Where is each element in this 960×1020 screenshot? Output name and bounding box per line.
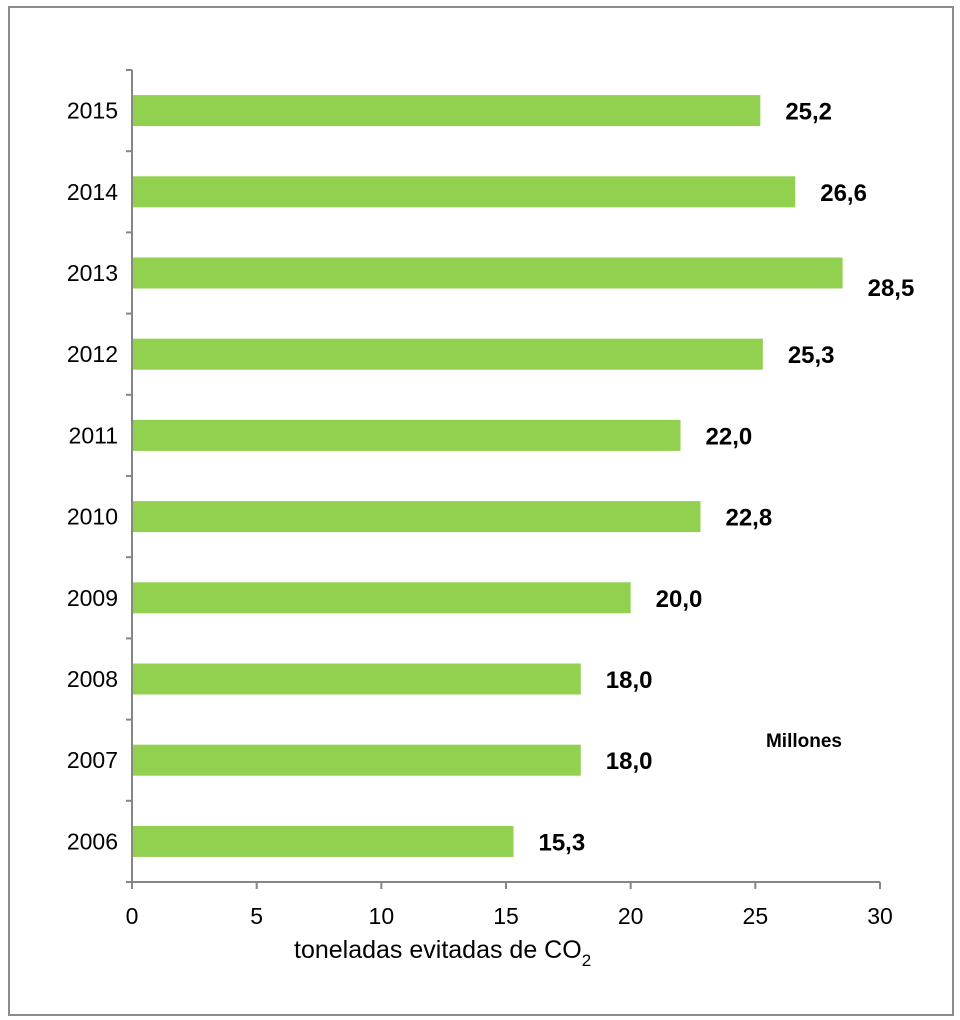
x-axis-title-main: toneladas evitadas de CO — [294, 936, 582, 964]
x-tick-label-15: 15 — [493, 903, 519, 929]
bar-chart: 25,2 26,6 28,5 25,3 22,0 22,8 20,0 18,0 18,0 15,3… — [67, 69, 914, 970]
data-label-2007: 18,0 — [606, 748, 653, 775]
data-label-2012: 25,3 — [788, 342, 835, 369]
data-label-2009: 20,0 — [656, 586, 703, 613]
y-tick-label-2014: 2014 — [67, 179, 118, 205]
x-tick-label-30: 30 — [867, 903, 893, 929]
x-tick-label-20: 20 — [618, 903, 644, 929]
data-label-2010: 22,8 — [725, 505, 772, 532]
y-tick-label-2009: 2009 — [67, 585, 118, 611]
y-tick-label-2010: 2010 — [67, 504, 118, 530]
bar-2007 — [133, 744, 581, 776]
bar-2015 — [133, 95, 761, 127]
y-tick-labels-group: 2015 2014 2013 2012 2011 2010 2009 2008 2007 2006 — [67, 98, 118, 855]
data-label-2014: 26,6 — [820, 180, 867, 207]
data-label-2008: 18,0 — [606, 667, 653, 694]
bar-2006 — [133, 825, 514, 857]
bar-2008 — [133, 663, 581, 695]
x-tick-label-5: 5 — [250, 903, 263, 929]
x-tick-label-0: 0 — [126, 903, 139, 929]
x-ticks-group — [131, 882, 881, 889]
bar-2014 — [133, 176, 796, 208]
bar-2010 — [133, 501, 701, 533]
y-tick-label-2015: 2015 — [67, 98, 118, 124]
data-label-2011: 22,0 — [706, 423, 753, 450]
chart-frame: 25,2 26,6 28,5 25,3 22,0 22,8 20,0 18,0 18,0 15,3… — [8, 6, 954, 1016]
bar-2009 — [133, 582, 631, 614]
data-label-2015: 25,2 — [785, 99, 832, 126]
y-tick-label-2006: 2006 — [67, 828, 118, 854]
data-labels-group: 25,2 26,6 28,5 25,3 22,0 22,8 20,0 18,0 18,0 15,3 — [538, 99, 914, 857]
unit-label: Millones — [766, 731, 842, 752]
y-tick-label-2013: 2013 — [67, 260, 118, 286]
data-label-2006: 15,3 — [538, 829, 585, 856]
bar-2011 — [133, 419, 681, 451]
x-tick-labels-group: 0 5 10 15 20 25 30 — [126, 903, 893, 929]
y-tick-label-2011: 2011 — [69, 422, 118, 448]
x-tick-label-25: 25 — [743, 903, 769, 929]
x-tick-label-10: 10 — [369, 903, 395, 929]
bar-2013 — [133, 257, 843, 289]
y-tick-label-2012: 2012 — [67, 341, 118, 367]
y-tick-label-2007: 2007 — [67, 747, 118, 773]
x-axis-title-subscript: 2 — [582, 951, 591, 970]
y-tick-label-2008: 2008 — [67, 666, 118, 692]
x-axis-title: toneladas evitadas de CO2 — [294, 936, 591, 970]
bar-2012 — [133, 338, 763, 370]
bars-group — [133, 95, 843, 857]
data-label-2013: 28,5 — [868, 275, 915, 302]
